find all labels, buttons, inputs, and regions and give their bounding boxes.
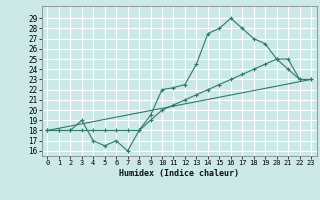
- X-axis label: Humidex (Indice chaleur): Humidex (Indice chaleur): [119, 169, 239, 178]
